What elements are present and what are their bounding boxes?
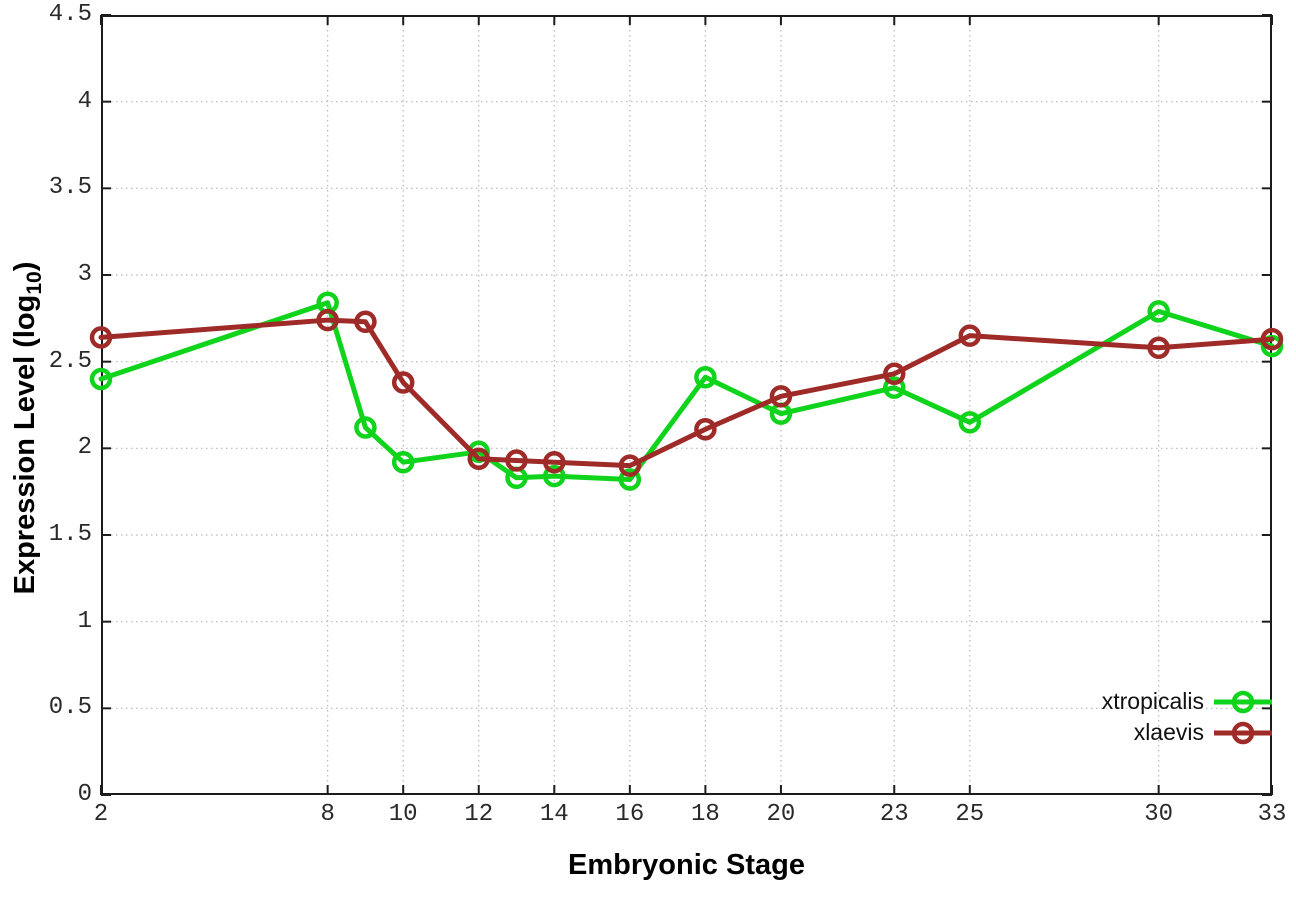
data-point-xlaevis bbox=[505, 449, 528, 472]
x-tick-label: 12 bbox=[464, 801, 494, 828]
legend-row-xlaevis: xlaevis bbox=[1102, 717, 1272, 748]
data-point-xlaevis bbox=[89, 326, 113, 349]
y-tick-label: 3 bbox=[77, 261, 92, 288]
y-axis-title: Expression Level (log10) bbox=[9, 262, 47, 595]
data-point-xlaevis bbox=[354, 310, 377, 334]
series-line-xlaevis bbox=[98, 317, 1275, 469]
y-tick-label: 1 bbox=[77, 607, 92, 635]
data-point-xtropicalis bbox=[883, 376, 906, 399]
data-point-xtropicalis bbox=[618, 468, 642, 491]
data-point-xtropicalis bbox=[391, 450, 415, 474]
data-point-xlaevis bbox=[618, 454, 642, 477]
y-tick-label: 4 bbox=[77, 87, 92, 115]
data-point-xlaevis bbox=[1260, 327, 1284, 351]
y-tick-label: 2 bbox=[77, 434, 92, 462]
y-axis-title-sub: 10 bbox=[22, 271, 46, 295]
legend-sample-marker bbox=[1231, 690, 1255, 713]
x-axis-title: Embryonic Stage bbox=[568, 849, 805, 881]
x-tick-label: 33 bbox=[1257, 801, 1287, 828]
y-axis-title-close: ) bbox=[9, 261, 42, 272]
x-tick-label: 2 bbox=[93, 801, 109, 828]
legend-label-xtropicalis: xtropicalis bbox=[1101, 688, 1204, 714]
legend-sample-xtropicalis-icon bbox=[1214, 690, 1272, 713]
y-tick-label: 3.5 bbox=[48, 174, 92, 202]
y-tick-label: 4.5 bbox=[48, 1, 92, 28]
y-tick-label: 0.5 bbox=[48, 694, 92, 722]
data-point-xtropicalis bbox=[694, 366, 717, 389]
series-line-xtropicalis bbox=[98, 300, 1275, 483]
data-point-xtropicalis bbox=[543, 464, 566, 488]
data-point-xlaevis bbox=[1147, 336, 1170, 360]
x-tick-label: 14 bbox=[539, 801, 569, 828]
plot-svg bbox=[89, 14, 1284, 796]
x-tick-label: 25 bbox=[955, 801, 985, 828]
x-tick-label: 30 bbox=[1144, 801, 1174, 828]
x-tick-label: 20 bbox=[766, 801, 796, 828]
x-tick-label: 23 bbox=[879, 801, 909, 828]
data-point-xtropicalis bbox=[958, 411, 982, 434]
data-point-xlaevis bbox=[467, 447, 490, 470]
x-tick-label: 8 bbox=[320, 801, 335, 828]
data-point-xlaevis bbox=[316, 308, 339, 332]
legend-sample-marker bbox=[1231, 721, 1255, 744]
y-tick-label: 1.5 bbox=[48, 521, 92, 548]
data-point-xlaevis bbox=[391, 371, 415, 394]
data-point-xlaevis bbox=[694, 418, 717, 441]
plot-frame bbox=[101, 15, 1272, 795]
data-point-xtropicalis bbox=[1147, 300, 1170, 323]
x-tick-label: 18 bbox=[690, 801, 720, 828]
legend-row-xtropicalis: xtropicalis bbox=[1102, 686, 1272, 717]
data-point-xtropicalis bbox=[89, 367, 113, 391]
x-tick-label: 10 bbox=[388, 801, 418, 828]
legend-sample-xlaevis-icon bbox=[1214, 721, 1272, 744]
data-point-xtropicalis bbox=[354, 416, 377, 439]
legend: xtropicalis xlaevis bbox=[1102, 686, 1272, 748]
y-tick-label: 0 bbox=[77, 781, 92, 808]
data-point-xlaevis bbox=[958, 324, 982, 347]
legend-label-xlaevis: xlaevis bbox=[1133, 719, 1204, 745]
data-point-xlaevis bbox=[883, 362, 906, 386]
data-point-xlaevis bbox=[769, 385, 793, 408]
x-tick-label: 16 bbox=[615, 801, 645, 828]
y-tick-label: 2.5 bbox=[48, 347, 92, 375]
y-axis-title-main: Expression Level (log bbox=[9, 294, 42, 595]
data-point-xlaevis bbox=[543, 450, 566, 474]
plot-area bbox=[89, 14, 1284, 796]
